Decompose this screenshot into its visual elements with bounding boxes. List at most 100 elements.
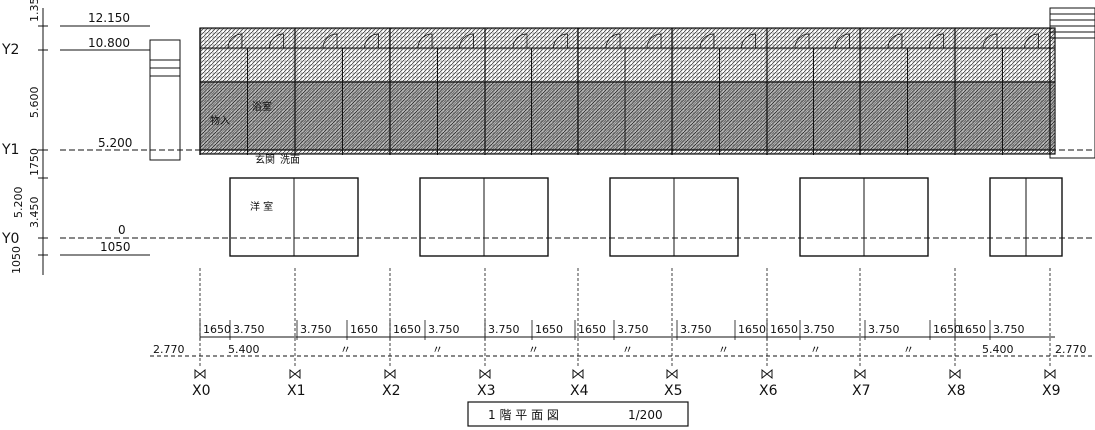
door-swing [835, 33, 850, 49]
door-swing [459, 33, 474, 49]
door-swing [741, 33, 756, 49]
x-axis-label: X1 [287, 383, 306, 399]
dim-row1-value: 1650 [350, 323, 378, 336]
x-axis-label: X7 [852, 383, 871, 399]
x-axis-label: X0 [192, 383, 211, 399]
dim-row1-value: 1650 [958, 323, 986, 336]
left-dim-5: 3.450 [28, 197, 41, 229]
left-dim-1: 1.350 [28, 0, 41, 22]
level-roof-line: 10.800 [88, 36, 130, 50]
x-axis-markers: X0 X1 X2 X3 X4 X5 X6 X7 X8 X9 [192, 268, 1061, 399]
dim-row1-value: 1650 [933, 323, 961, 336]
dim-row2-value: 2.770 [1055, 343, 1087, 356]
dim-row1-value: 1650 [738, 323, 766, 336]
door-swing [417, 33, 433, 49]
x-axis-symbol [1044, 368, 1056, 380]
door-swing [1024, 33, 1039, 49]
door-swing [322, 33, 338, 49]
drawing-title: 1 階 平 面 図 [488, 407, 559, 422]
dim-row1-value: 1650 [393, 323, 421, 336]
left-dim-4: 5.200 [12, 187, 25, 219]
axis-y2: Y2 [1, 42, 19, 58]
x-axis-label: X4 [570, 383, 589, 399]
x-axis-symbol [572, 368, 584, 380]
lower-rooms [229, 177, 1063, 257]
dim-row2-value: 〃 [432, 343, 443, 356]
x-axis-symbol [761, 368, 773, 380]
door-swing [646, 33, 662, 49]
dim-row2-value: 5.400 [228, 343, 260, 356]
dim-row1-value: 1650 [578, 323, 606, 336]
x-axis-symbol [666, 368, 678, 380]
left-dim-6: 1050 [10, 246, 23, 274]
door-swing [512, 33, 528, 49]
door-swing [605, 33, 621, 49]
dim-row1-value: 1650 [203, 323, 231, 336]
title-block: 1 階 平 面 図 1/200 [467, 401, 689, 427]
x-axis-symbol [384, 368, 396, 380]
dim-row1-value: 3.750 [680, 323, 712, 336]
dim-row1-value: 3.750 [488, 323, 520, 336]
stair-left [149, 39, 181, 161]
level-bottom: 1050 [100, 240, 131, 254]
left-dim-3: 1750 [28, 148, 41, 176]
dim-row2-value: 2.770 [153, 343, 185, 356]
x-axis-label: X6 [759, 383, 778, 399]
level-top: 12.150 [88, 11, 130, 25]
x-axis-symbol [854, 368, 866, 380]
drawing-scale: 1/200 [628, 408, 663, 422]
door-swing [929, 33, 944, 49]
dim-row2-value: 〃 [903, 343, 914, 356]
dimension-row-1: 1650 3.750 3.750 1650 1650 3.750 3.750 1650 1650… [199, 320, 1025, 340]
door-swing [553, 33, 568, 49]
dim-row2-value: 5.400 [982, 343, 1014, 356]
x-axis-label: X2 [382, 383, 401, 399]
dim-row1-value: 1650 [535, 323, 563, 336]
dim-row1-value: 3.750 [428, 323, 460, 336]
left-dimension-chain [38, 8, 48, 275]
axis-y1: Y1 [1, 142, 19, 158]
dim-row1-value: 1650 [770, 323, 798, 336]
room-label-western: 洋 室 [250, 200, 273, 213]
axis-y0: Y0 [1, 231, 19, 247]
room-label-entrance: 玄関 [255, 153, 275, 166]
door-swing [887, 33, 903, 49]
level-lines [60, 25, 1095, 256]
x-axis-symbol [289, 368, 301, 380]
x-axis-label: X3 [477, 383, 496, 399]
door-swing [227, 33, 243, 49]
upper-wing [199, 27, 1056, 155]
door-swing [699, 33, 715, 49]
dimension-row-2: 2.770 5.400 〃 〃 〃 〃 〃 〃 〃 5.400 2.770 [153, 343, 1087, 356]
dim-row2-value: 〃 [718, 343, 729, 356]
x-axis-symbol [949, 368, 961, 380]
room-label-misc-2: 浴室 [252, 100, 272, 113]
stair-right [1049, 7, 1095, 159]
dim-row1-value: 3.750 [803, 323, 835, 336]
door-swing [364, 33, 379, 49]
room-label-misc-1: 物入 [210, 114, 230, 127]
dim-row1-value: 3.750 [617, 323, 649, 336]
bottom-dimension-lines [150, 336, 1095, 357]
dim-row1-value: 3.750 [300, 323, 332, 336]
dim-row1-value: 3.750 [868, 323, 900, 336]
left-dim-2: 5.600 [28, 87, 41, 119]
level-zero: 0 [118, 223, 126, 237]
dim-row2-value: 〃 [622, 343, 633, 356]
door-swing [982, 33, 998, 49]
x-axis-symbol [479, 368, 491, 380]
level-y1: 5.200 [98, 136, 132, 150]
x-axis-label: X5 [664, 383, 683, 399]
dim-row2-value: 〃 [810, 343, 821, 356]
dim-row2-value: 〃 [340, 343, 351, 356]
dim-row1-value: 3.750 [233, 323, 265, 336]
unit-bays [199, 28, 1051, 155]
room-label-misc-3: 洗面 [280, 154, 300, 166]
x-axis-label: X9 [1042, 383, 1061, 399]
x-axis-label: X8 [947, 383, 966, 399]
dim-row2-value: 〃 [528, 343, 539, 356]
dim-row1-value: 3.750 [993, 323, 1025, 336]
door-swing [794, 33, 810, 49]
x-axis-symbol [194, 368, 206, 380]
